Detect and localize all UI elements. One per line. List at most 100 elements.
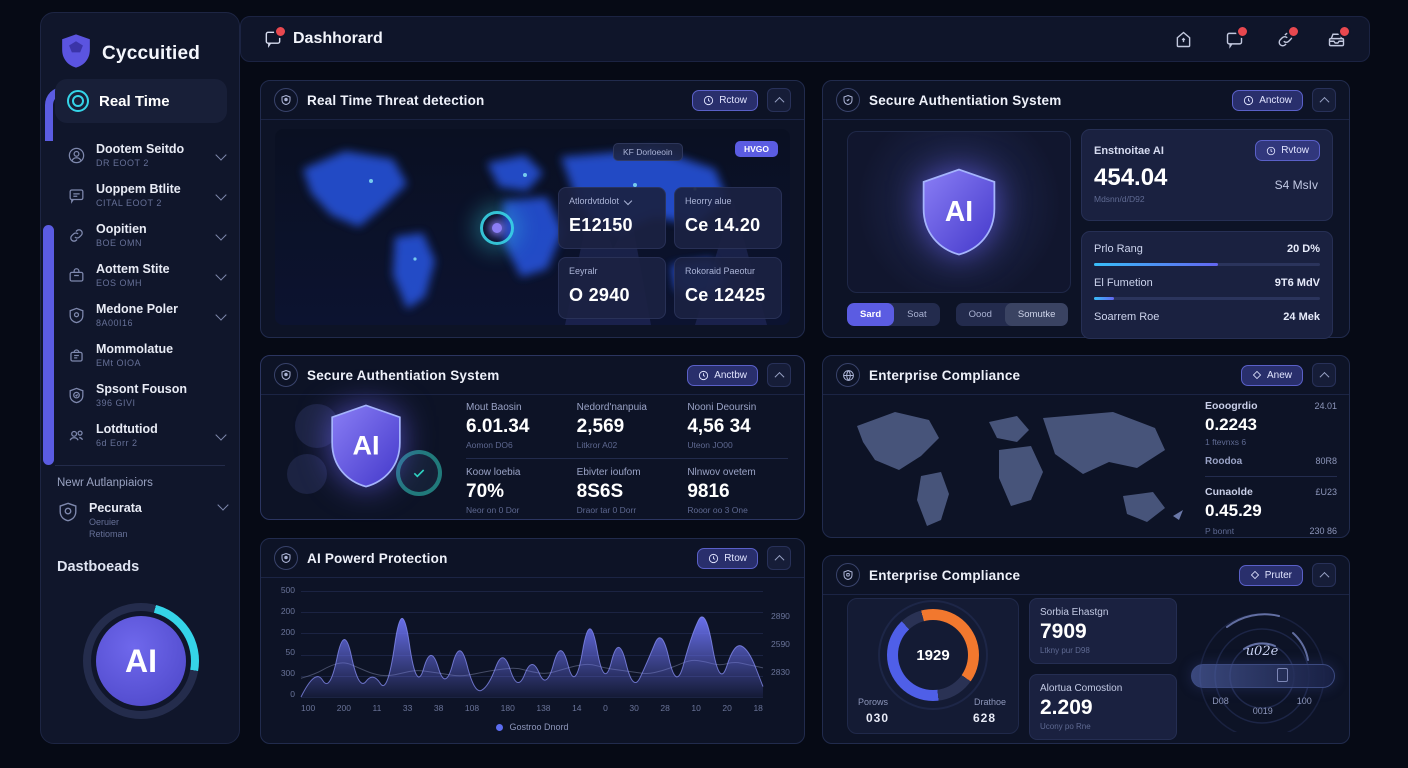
compliance-stats: Eooogrdio 24.01 0.2243 1 ftevnxs 6 Roodoa…: [1205, 400, 1337, 536]
home-icon[interactable]: [1173, 29, 1194, 50]
dashboard-message-icon: [263, 25, 287, 49]
chevron-down-icon[interactable]: [217, 499, 229, 511]
collapse-button[interactable]: [767, 363, 791, 387]
stat-box: Heorry alue Ce 14.20: [674, 187, 782, 249]
card-title: Enterprise Compliance: [869, 367, 1021, 383]
sidebar-item-real-time[interactable]: Real Time: [55, 79, 227, 123]
chevron-down-icon[interactable]: [215, 149, 227, 161]
shield-icon: [274, 546, 298, 570]
donut-action-button[interactable]: Pruter: [1238, 564, 1303, 586]
collapse-button[interactable]: [767, 88, 791, 112]
sidebar-item-0[interactable]: Dootem Seitdo DR EOOT 2: [41, 135, 239, 175]
shield-badge-icon: [67, 386, 86, 405]
sidebar-item-7[interactable]: Lotdtutiod 6d Eorr 2: [41, 415, 239, 455]
stat-value: 7909: [1040, 620, 1087, 643]
stat-value: Ce 12425: [685, 285, 766, 305]
button-label: Anctbw: [714, 369, 747, 381]
ai-label: AI: [352, 429, 379, 460]
app-logo[interactable]: Cyccuitied: [59, 33, 200, 74]
progress-bar: [1094, 297, 1320, 300]
auth-stats-grid: Mout Baosin 6.01.34 Aomon DO6 Nedord'nanpu…: [466, 402, 788, 515]
panel-unit: S4 MsIv: [1274, 178, 1318, 192]
toggle-somutke[interactable]: Somutke: [1004, 303, 1069, 326]
sidebar-item-2[interactable]: Oopitien BOE OMN: [41, 215, 239, 255]
sidebar-menu: Dootem Seitdo DR EOOT 2 Uoppem Btlite CITA…: [41, 135, 239, 455]
page-title: Dashhorard: [293, 30, 383, 47]
slider-handle[interactable]: [1277, 668, 1288, 682]
donut-outer-ring: [878, 600, 988, 710]
button-label: Rtow: [724, 552, 747, 564]
stat-value: O 2940: [569, 285, 630, 305]
toggle-oood[interactable]: Oood: [968, 309, 992, 320]
shield-icon: [274, 363, 298, 387]
stat-box[interactable]: Atlordvtdolot E12150: [558, 187, 666, 249]
chevron-down-icon[interactable]: [215, 269, 227, 281]
sidebar-item-1[interactable]: Uoppem Btlite CITAL EOOT 2: [41, 175, 239, 215]
stat-value: Ce 14.20: [685, 215, 761, 235]
donut-panel: 1929 Porows 030 Drathoe 628: [847, 598, 1019, 734]
sidebar-item-pecurata[interactable]: Pecurata Oeruier Retioman: [57, 499, 229, 539]
gridline: [301, 612, 763, 614]
chevron-down-icon[interactable]: [215, 229, 227, 241]
toggle-group-2: Oood Somutke: [955, 303, 1069, 326]
stat-cell: Nlnwov ovetem 9816 Rooor oo 3 One: [687, 467, 756, 515]
card-header: AI Powerd Protection Rtow: [261, 539, 804, 578]
collapse-button[interactable]: [1312, 88, 1336, 112]
item-label: Dootem Seitdo: [96, 142, 185, 156]
collapse-button[interactable]: [1312, 563, 1336, 587]
collapse-button[interactable]: [1312, 363, 1336, 387]
link-icon: [67, 226, 86, 245]
panel-value: 454.04: [1094, 164, 1168, 191]
notification-badge: [1236, 24, 1249, 38]
collapse-button[interactable]: [767, 546, 791, 570]
threat-action-button[interactable]: Rctow: [692, 89, 758, 111]
ai-ring-graphic: AI: [83, 603, 199, 719]
gauge-slider[interactable]: [1191, 664, 1335, 688]
compliance-action-button[interactable]: Anew: [1240, 364, 1303, 386]
chart-legend: Gostroo Dnord: [261, 722, 804, 732]
ai-shield-cluster: AI: [287, 402, 452, 508]
logo-shield-icon: [59, 33, 93, 74]
tag-label: HVGO: [744, 144, 770, 154]
inbox-icon[interactable]: [1326, 24, 1351, 50]
auth-action-button[interactable]: Anctow: [1232, 89, 1303, 111]
users-icon: [67, 426, 86, 445]
card-title: Secure Authentiation System: [869, 92, 1062, 108]
sidebar-item-6[interactable]: Spsont Fouson 396 GIVI: [41, 375, 239, 415]
messages-icon[interactable]: [1224, 24, 1249, 50]
panel-action-button[interactable]: Rvtow: [1255, 140, 1320, 161]
gauge-ticks: D08 0019 100: [1212, 696, 1312, 716]
toggle-sard[interactable]: Sard: [847, 303, 895, 326]
sidebar-item-5[interactable]: Mommolatue EMt OIOA: [41, 335, 239, 375]
auth-mid-action-button[interactable]: Anctbw: [687, 364, 758, 386]
map-tag-primary[interactable]: HVGO: [735, 141, 779, 157]
stat-cell: Mout Baosin 6.01.34 Aomon DO6: [466, 402, 530, 450]
chevron-down-icon[interactable]: [623, 196, 633, 206]
stat-value: 0.45.29: [1205, 501, 1262, 520]
chevron-down-icon[interactable]: [215, 189, 227, 201]
stat-right: 230 86: [1309, 526, 1337, 536]
notification-badge: [274, 25, 287, 38]
card-header: Real Time Threat detection Rctow: [261, 81, 804, 120]
shield-icon: [274, 88, 298, 112]
stat-box: Rokoraid Paeotur Ce 12425: [674, 257, 782, 319]
item-label: Pecurata: [89, 501, 142, 515]
shield-icon: [67, 306, 86, 325]
sidebar-item-3[interactable]: Aottem Stite EOS OMH: [41, 255, 239, 295]
chevron-up-icon: [1319, 571, 1329, 582]
map-tag[interactable]: KF Dorloeoin: [613, 143, 683, 161]
stat-sub: 1 ftevnxs 6: [1205, 437, 1247, 447]
link-icon[interactable]: [1275, 24, 1300, 50]
sidebar-item-4[interactable]: Medone Poler 8A00I16: [41, 295, 239, 335]
chevron-down-icon[interactable]: [215, 309, 227, 321]
toggle-soat[interactable]: Soat: [907, 309, 927, 320]
card-compliance-donut: Enterprise Compliance Pruter 1929 Porows…: [822, 555, 1350, 744]
area-series: [300, 616, 764, 698]
chart-action-button[interactable]: Rtow: [697, 547, 758, 569]
donut-left-label: Porows: [858, 697, 889, 707]
item-sub: Retioman: [89, 529, 128, 539]
item-label: Oopitien: [96, 222, 147, 236]
chevron-down-icon[interactable]: [215, 429, 227, 441]
sidebar: Cyccuitied Real Time Dootem Seitdo DR EOO…: [40, 12, 240, 744]
